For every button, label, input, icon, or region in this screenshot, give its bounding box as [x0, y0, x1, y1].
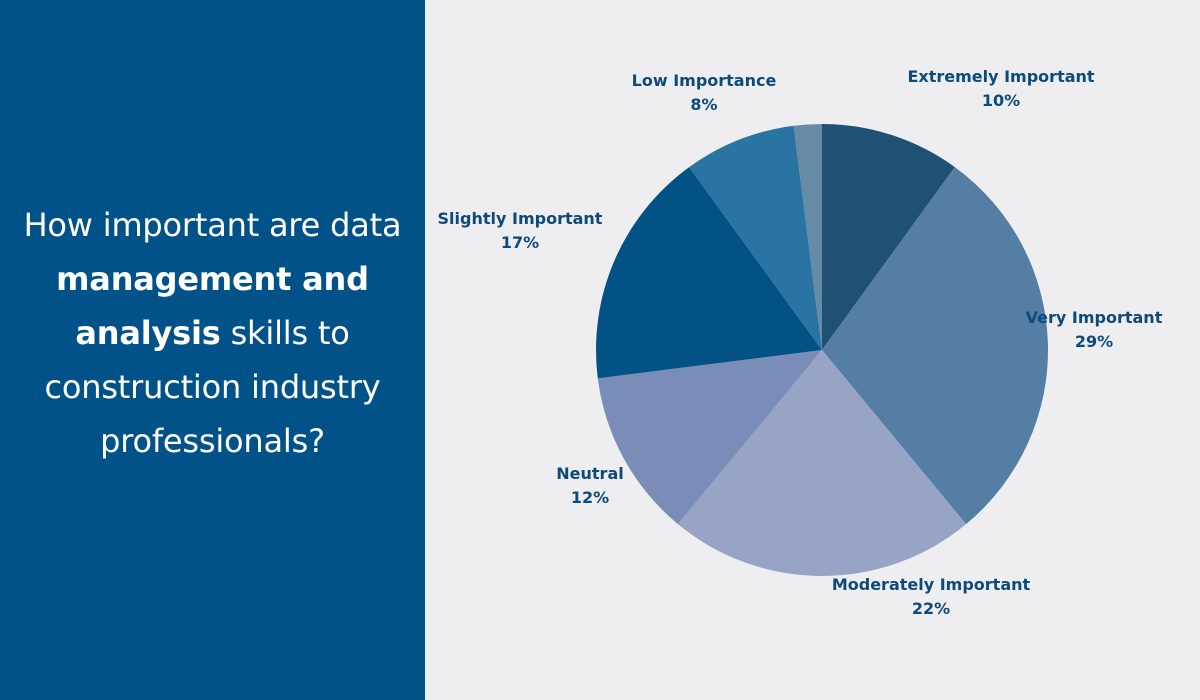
- slice-label-low-importance: Low Importance: [632, 71, 777, 90]
- question-text-part1: How important are data: [23, 206, 402, 244]
- slice-value-slightly-important: 17%: [501, 233, 539, 252]
- pie-slice-slightly-important: [595, 167, 822, 379]
- pie-slice-low-importance: [689, 125, 822, 350]
- pie-slice-very-important: [822, 167, 1049, 525]
- question-text-part2: skills to construction industry professi…: [44, 314, 381, 460]
- question-text-bold: management and analysis: [56, 260, 369, 352]
- slice-label-very-important: Very Important: [1026, 308, 1163, 327]
- slice-value-very-important: 29%: [1075, 332, 1113, 351]
- question-panel: How important are data management and an…: [0, 0, 425, 700]
- pie-slice-neutral: [597, 350, 822, 525]
- slice-value-low-importance: 8%: [690, 95, 717, 114]
- slice-label-extremely-important: Extremely Important: [907, 67, 1094, 86]
- pie-chart: Extremely Important 10% Very Important 29% M…: [438, 67, 1163, 618]
- pie-slice-unlabeled: [793, 123, 822, 350]
- pie-slice-moderately-important: [677, 350, 967, 577]
- slice-value-moderately-important: 22%: [912, 599, 950, 618]
- slice-value-neutral: 12%: [571, 488, 609, 507]
- slice-value-extremely-important: 10%: [982, 91, 1020, 110]
- slice-label-slightly-important: Slightly Important: [438, 209, 603, 228]
- slice-label-neutral: Neutral: [556, 464, 623, 483]
- slice-label-moderately-important: Moderately Important: [832, 575, 1031, 594]
- question-text: How important are data management and an…: [20, 198, 405, 468]
- pie-slice-extremely-important: [822, 124, 955, 350]
